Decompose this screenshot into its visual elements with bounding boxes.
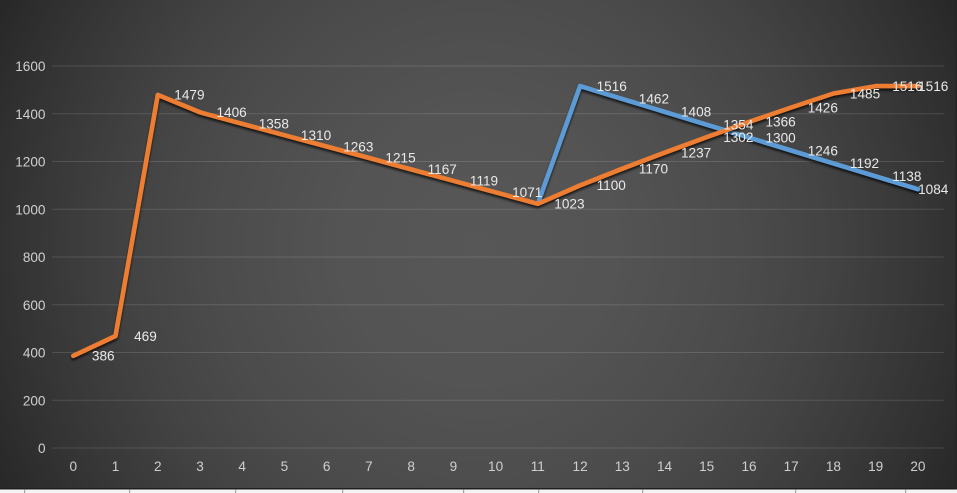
svg-text:2: 2 <box>154 459 162 474</box>
svg-text:1138: 1138 <box>892 169 921 184</box>
svg-text:1366: 1366 <box>766 115 796 130</box>
svg-text:1408: 1408 <box>681 105 711 120</box>
svg-text:8: 8 <box>407 459 415 474</box>
svg-text:15: 15 <box>699 459 714 474</box>
svg-text:6: 6 <box>323 459 331 474</box>
svg-text:1300: 1300 <box>766 130 797 145</box>
svg-text:11: 11 <box>531 459 545 474</box>
svg-text:13: 13 <box>615 459 630 474</box>
svg-text:400: 400 <box>23 346 46 361</box>
svg-text:1358: 1358 <box>259 117 289 132</box>
svg-text:1071: 1071 <box>512 185 542 200</box>
svg-text:9: 9 <box>450 459 458 474</box>
svg-text:1084: 1084 <box>918 182 949 197</box>
svg-text:1310: 1310 <box>301 128 332 143</box>
svg-text:7: 7 <box>365 459 373 474</box>
svg-text:1516: 1516 <box>597 79 627 94</box>
svg-text:12: 12 <box>573 459 588 474</box>
svg-text:0: 0 <box>70 459 78 474</box>
svg-text:1167: 1167 <box>428 162 457 177</box>
svg-text:16: 16 <box>741 459 756 474</box>
svg-text:600: 600 <box>23 298 46 313</box>
svg-text:1406: 1406 <box>217 105 247 120</box>
svg-text:1000: 1000 <box>15 202 46 217</box>
svg-text:18: 18 <box>826 459 841 474</box>
svg-text:19: 19 <box>868 459 883 474</box>
svg-text:17: 17 <box>784 459 799 474</box>
svg-text:0: 0 <box>38 441 46 456</box>
svg-text:1119: 1119 <box>470 174 498 189</box>
svg-text:800: 800 <box>23 250 46 265</box>
svg-text:1600: 1600 <box>15 59 46 74</box>
svg-text:1426: 1426 <box>808 100 838 115</box>
svg-text:1516: 1516 <box>918 79 948 94</box>
svg-text:469: 469 <box>134 329 157 344</box>
svg-text:14: 14 <box>657 459 673 474</box>
svg-text:1100: 1100 <box>597 178 627 193</box>
svg-text:1516: 1516 <box>892 79 922 94</box>
svg-text:200: 200 <box>23 393 46 408</box>
svg-text:1192: 1192 <box>850 156 879 171</box>
svg-text:1462: 1462 <box>639 92 669 107</box>
svg-text:1354: 1354 <box>723 117 754 132</box>
svg-text:1302: 1302 <box>723 130 753 145</box>
svg-text:1246: 1246 <box>808 143 838 158</box>
svg-text:1485: 1485 <box>850 86 880 101</box>
svg-text:1170: 1170 <box>639 161 669 176</box>
svg-text:4: 4 <box>238 459 246 474</box>
svg-text:1237: 1237 <box>681 145 711 160</box>
svg-text:1200: 1200 <box>15 155 46 170</box>
svg-text:1479: 1479 <box>174 88 204 103</box>
svg-text:20: 20 <box>910 459 926 474</box>
svg-text:1: 1 <box>112 459 120 474</box>
svg-text:1023: 1023 <box>554 197 584 212</box>
svg-text:3: 3 <box>196 459 204 474</box>
svg-text:1263: 1263 <box>343 139 373 154</box>
svg-text:5: 5 <box>281 459 289 474</box>
svg-text:1400: 1400 <box>15 107 46 122</box>
svg-text:386: 386 <box>92 349 115 364</box>
svg-text:1215: 1215 <box>385 151 415 166</box>
svg-text:10: 10 <box>488 459 504 474</box>
